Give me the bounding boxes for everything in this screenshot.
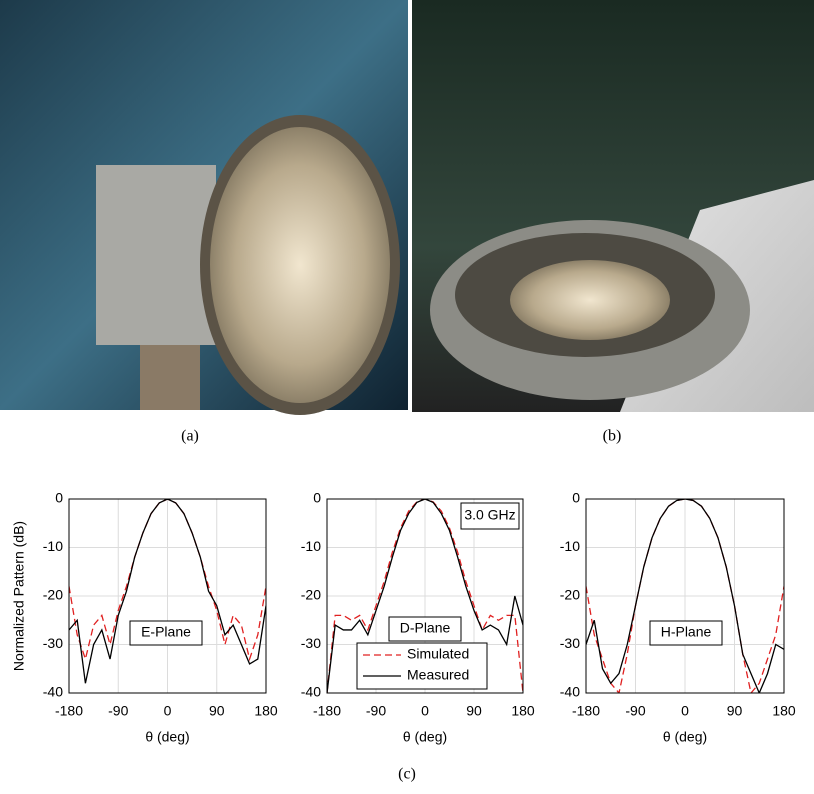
x-tick-label: 90 [209, 703, 225, 719]
x-tick-label: 0 [681, 703, 689, 719]
x-tick-label: 0 [421, 703, 429, 719]
x-tick-label: 180 [772, 703, 796, 719]
x-tick-label: -90 [108, 703, 128, 719]
x-tick-label: -180 [572, 703, 600, 719]
annotation: E-Plane [141, 624, 191, 640]
y-tick-label: 0 [572, 490, 580, 506]
x-tick-label: -180 [55, 703, 83, 719]
y-tick-label: 0 [313, 490, 321, 506]
y-tick-label: -10 [560, 538, 580, 554]
legend-label: Simulated [407, 646, 469, 662]
y-tick-label: -40 [301, 684, 321, 700]
x-tick-label: 90 [727, 703, 743, 719]
x-axis-label: θ (deg) [145, 729, 189, 745]
x-tick-label: -180 [313, 703, 341, 719]
y-tick-label: -10 [43, 538, 63, 554]
x-tick-label: 0 [164, 703, 172, 719]
y-tick-label: 0 [55, 490, 63, 506]
figure: (a) (b) (c) 0 -10 -20 -30 -40 -180 -90 0 90 180 No… [0, 0, 814, 794]
x-tick-label: -90 [625, 703, 645, 719]
caption: (b) [603, 428, 622, 445]
photo-b [412, 0, 814, 412]
x-tick-label: -90 [366, 703, 386, 719]
y-tick-label: -30 [43, 635, 63, 651]
x-axis-label: θ (deg) [663, 729, 707, 745]
x-tick-label: 180 [254, 703, 278, 719]
caption: (c) [398, 766, 416, 783]
y-tick-label: -20 [301, 587, 321, 603]
annotation: 3.0 GHz [464, 507, 515, 523]
x-tick-label: 90 [466, 703, 482, 719]
y-tick-label: -10 [301, 538, 321, 554]
y-tick-label: -30 [560, 635, 580, 651]
photo-a [0, 0, 408, 415]
y-tick-label: -20 [560, 587, 580, 603]
caption: (a) [181, 428, 199, 445]
y-axis-label: Normalized Pattern (dB) [11, 521, 27, 671]
y-tick-label: -30 [301, 635, 321, 651]
x-tick-label: 180 [511, 703, 535, 719]
y-tick-label: -40 [560, 684, 580, 700]
y-tick-label: -40 [43, 684, 63, 700]
annotation: H-Plane [661, 624, 712, 640]
annotation: D-Plane [400, 620, 451, 636]
legend-label: Measured [407, 667, 469, 683]
x-axis-label: θ (deg) [403, 729, 447, 745]
y-tick-label: -20 [43, 587, 63, 603]
